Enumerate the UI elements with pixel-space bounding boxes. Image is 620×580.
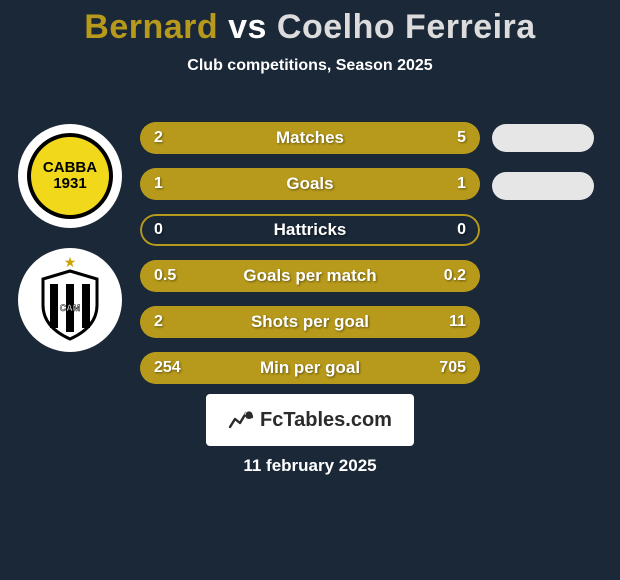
badge-player2: ★ CAM xyxy=(18,248,122,352)
stat-bar-row: 0.50.2Goals per match xyxy=(140,260,480,292)
date-text: 11 february 2025 xyxy=(0,456,620,476)
subtitle: Club competitions, Season 2025 xyxy=(0,57,620,75)
badge-player1-line2: 1931 xyxy=(53,176,86,192)
shield-icon: CAM xyxy=(39,269,101,341)
badge-player1-line1: CABBA xyxy=(43,160,97,176)
badges-column: CABBA 1931 ★ CAM xyxy=(18,124,122,372)
stat-bar-row: 11Goals xyxy=(140,168,480,200)
pill xyxy=(492,124,594,152)
bar-label: Shots per goal xyxy=(140,306,480,338)
title-player2: Coelho Ferreira xyxy=(277,8,536,46)
stat-bar-row: 254705Min per goal xyxy=(140,352,480,384)
stat-bar-row: 00Hattricks xyxy=(140,214,480,246)
title-vs: vs xyxy=(228,8,267,46)
stat-bar-row: 211Shots per goal xyxy=(140,306,480,338)
bar-label: Hattricks xyxy=(140,214,480,246)
page-title: Bernard vs Coelho Ferreira xyxy=(0,0,620,47)
bar-label: Matches xyxy=(140,122,480,154)
pill xyxy=(492,172,594,200)
title-player1: Bernard xyxy=(84,8,218,46)
pills-column xyxy=(492,124,594,220)
svg-text:CAM: CAM xyxy=(60,303,81,313)
fctables-text: FcTables.com xyxy=(260,409,392,432)
badge-player1: CABBA 1931 xyxy=(18,124,122,228)
bar-label: Goals per match xyxy=(140,260,480,292)
bar-label: Goals xyxy=(140,168,480,200)
stat-bars: 25Matches 11Goals 00Hattricks 0.50.2Goals p… xyxy=(140,122,480,398)
bar-label: Min per goal xyxy=(140,352,480,384)
badge-player1-inner: CABBA 1931 xyxy=(27,133,113,219)
star-icon: ★ xyxy=(64,254,77,271)
stat-bar-row: 25Matches xyxy=(140,122,480,154)
fctables-logo-icon xyxy=(228,407,254,433)
fctables-badge: FcTables.com xyxy=(206,394,414,446)
